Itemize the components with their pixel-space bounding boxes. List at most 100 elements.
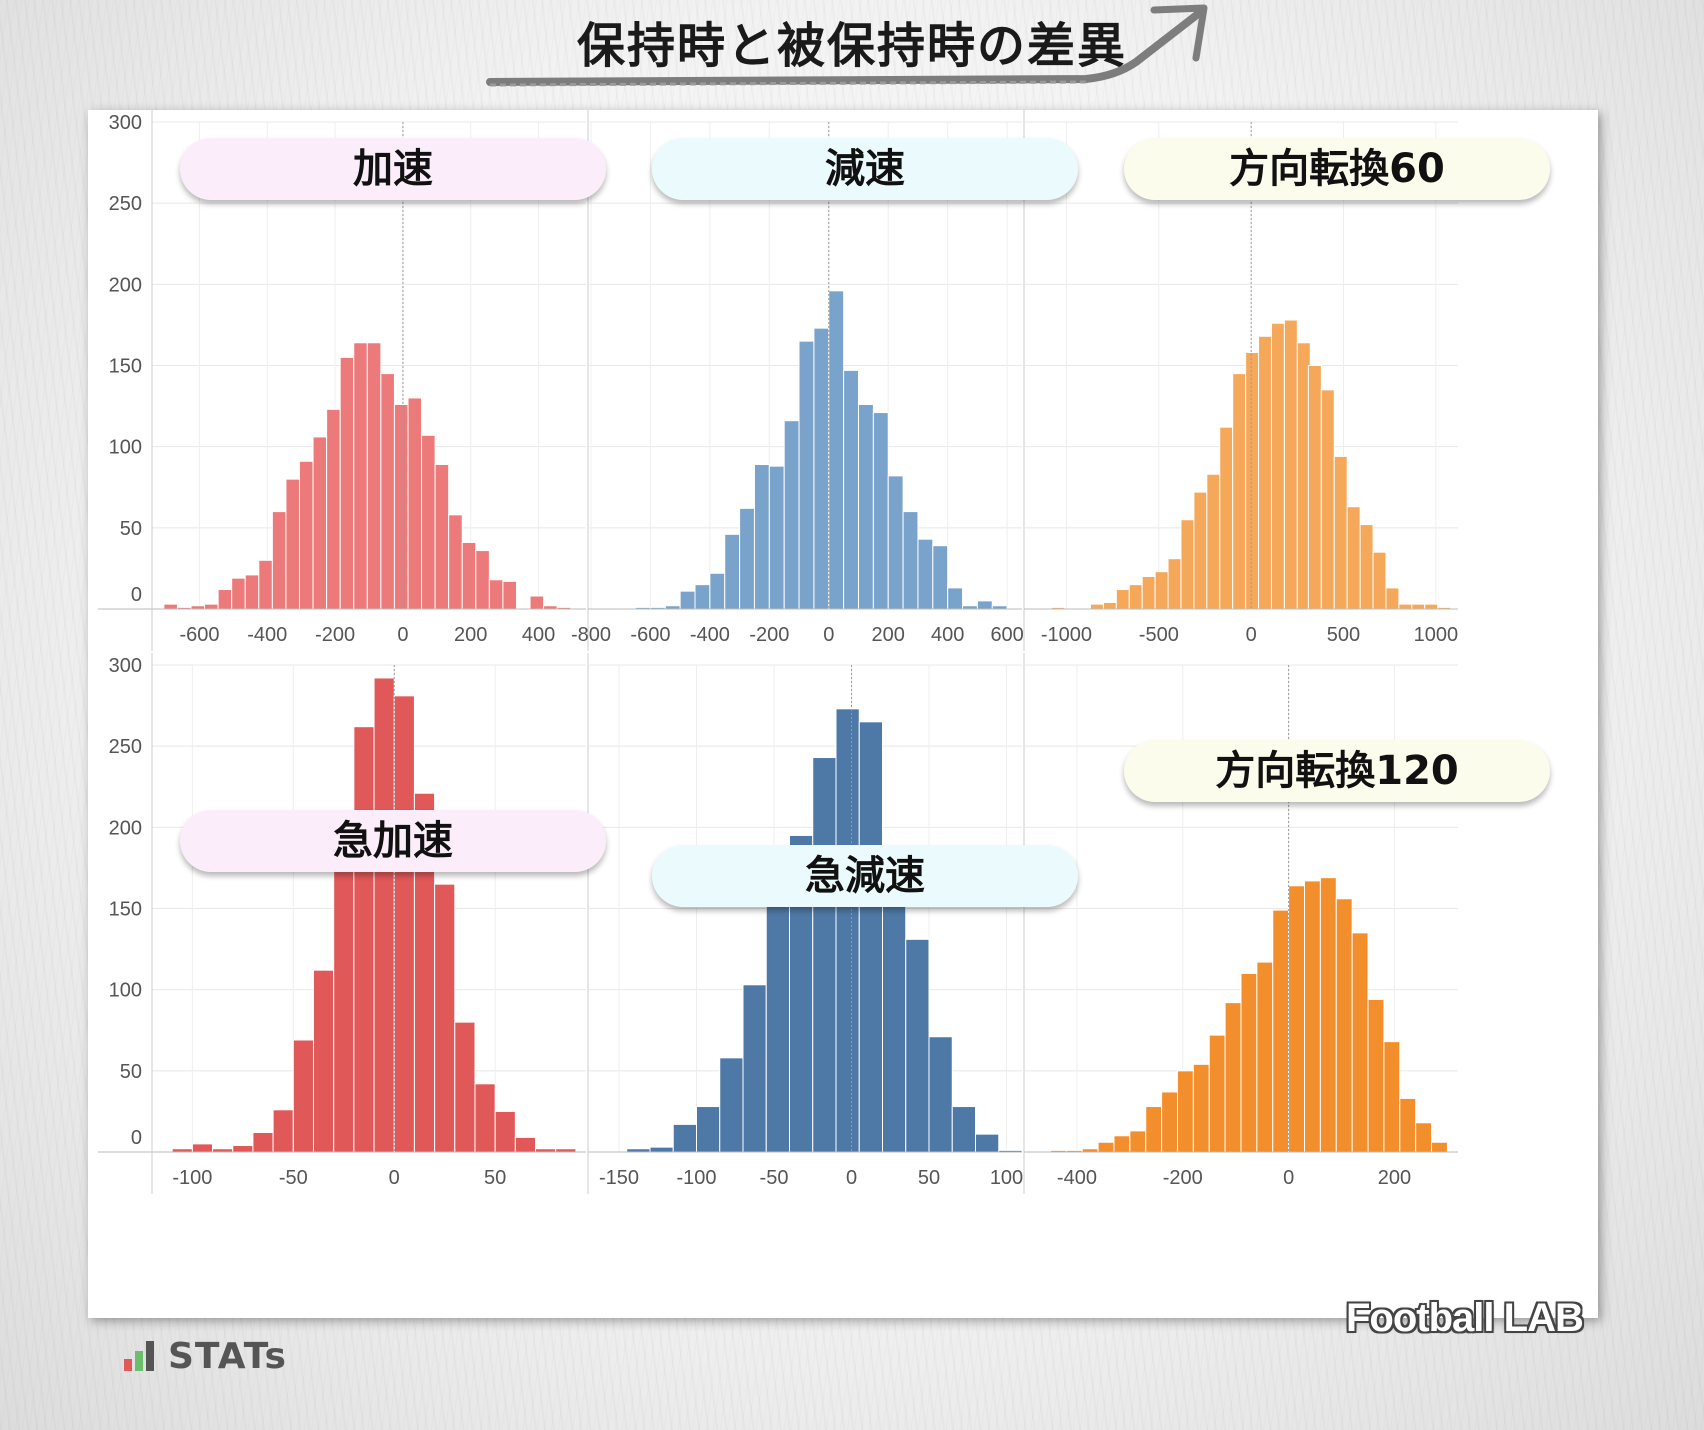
histogram-bar (1385, 587, 1400, 610)
x-tick-label: -400 (247, 624, 287, 646)
histogram-bar (768, 465, 785, 610)
histogram-bar (1128, 584, 1143, 610)
histogram-bar (739, 507, 755, 610)
histogram-bar (1288, 885, 1306, 1153)
histogram-bar (1176, 1070, 1194, 1153)
histogram-bar (1411, 603, 1426, 610)
histogram-bar (724, 533, 741, 610)
histogram-bar (1089, 603, 1104, 610)
x-tick-label: 400 (931, 624, 964, 646)
histogram-bar (902, 511, 919, 610)
histogram-bar (694, 584, 711, 610)
x-tick-label: -1000 (1041, 624, 1092, 646)
histogram-bar (1097, 1141, 1115, 1153)
histogram-bar (434, 883, 456, 1153)
histogram-bar (285, 478, 300, 610)
histogram-bar (928, 1036, 953, 1153)
x-tick-label: -400 (690, 624, 730, 646)
y-tick-label: 100 (109, 980, 142, 1002)
histogram-bar (1258, 335, 1272, 610)
histogram-bar (191, 1143, 214, 1153)
histogram-bar (1245, 352, 1260, 610)
histogram-bar (1283, 319, 1298, 610)
histogram-bar (742, 984, 767, 1153)
y-tick-label: 150 (109, 899, 142, 921)
x-tick-label: 400 (522, 624, 555, 646)
x-tick-label: -600 (179, 624, 219, 646)
y-tick-label: 200 (109, 817, 142, 839)
histogram-bar (1304, 880, 1321, 1153)
histogram-bar (333, 841, 355, 1153)
x-tick-label: 100 (990, 1167, 1023, 1189)
chart-label-acceleration: 加速 (180, 138, 606, 200)
histogram-bar (461, 541, 477, 610)
histogram-bar (1415, 1122, 1433, 1153)
histogram-bar (232, 1145, 254, 1153)
page-title: 保持時と被保持時の差異 (576, 18, 1127, 74)
histogram-bar (1141, 576, 1156, 610)
histogram-bar (1372, 551, 1387, 610)
y-tick-label: 300 (109, 655, 142, 677)
x-tick-label: 500 (1327, 624, 1360, 646)
histogram-bar (1102, 602, 1117, 610)
y-tick-label: 250 (109, 736, 142, 758)
histogram-bar (448, 514, 463, 610)
histogram-bar (258, 559, 273, 610)
histogram-bar (1113, 1135, 1131, 1153)
histogram-bar (231, 577, 246, 610)
y-tick-label: 250 (109, 193, 142, 215)
histogram-bar (1307, 365, 1322, 610)
histogram-bar (951, 1106, 976, 1153)
histogram-bar (272, 1109, 294, 1153)
x-tick-label: -600 (630, 624, 670, 646)
x-tick-label: 0 (1246, 624, 1257, 646)
x-tick-label: 50 (918, 1167, 940, 1189)
histogram-bar (1232, 373, 1247, 610)
histogram-bar (1333, 455, 1348, 610)
chart-label-direction-change-120: 方向転換120 (1124, 740, 1550, 802)
histogram-bar (454, 1021, 476, 1153)
histogram-bar (858, 721, 883, 1153)
football-lab-watermark: Football LAB (1346, 1296, 1584, 1340)
histogram-bar (719, 1057, 744, 1153)
histogram-bar (494, 1110, 516, 1153)
x-tick-label: 600 (990, 624, 1023, 646)
histogram-bar (1167, 558, 1182, 610)
histogram-bar (475, 550, 490, 610)
x-tick-label: 0 (823, 624, 834, 646)
histogram-bar (326, 408, 341, 610)
histogram-bar (976, 600, 993, 610)
histogram-bar (887, 475, 904, 610)
histogram-bar (905, 938, 930, 1153)
chart-label-deceleration: 減速 (652, 138, 1078, 200)
histogram-bar (353, 726, 375, 1153)
x-tick-label: -100 (676, 1167, 716, 1189)
x-tick-label: -400 (1057, 1167, 1097, 1189)
chart-label-sharp-deceleration: 急減速 (652, 845, 1078, 907)
histogram-bar (1193, 491, 1208, 610)
x-tick-label: -50 (279, 1167, 308, 1189)
histogram-bar (835, 708, 860, 1153)
x-tick-label: 200 (872, 624, 905, 646)
histogram-bar (1129, 1130, 1147, 1153)
histogram-bar (373, 677, 395, 1153)
histogram-bar (1346, 506, 1361, 610)
y-tick-label: 50 (120, 1061, 142, 1083)
chart-panel: -600 -400 -200 0 200 400 0 50 100 150 200 250 300 -80… (88, 110, 1598, 1318)
histogram-bar (271, 511, 287, 610)
x-tick-label: -200 (749, 624, 789, 646)
histogram-bar (163, 603, 178, 610)
y-tick-label: 100 (109, 437, 142, 459)
histogram-bar (434, 464, 450, 610)
histogram-bar (932, 545, 949, 610)
histogram-bar (1192, 1063, 1210, 1153)
histogram-bar (1219, 426, 1234, 610)
histogram-bar (1206, 473, 1221, 610)
histogram-bar (858, 403, 874, 610)
x-tick-label: -100 (172, 1167, 212, 1189)
histogram-bar (393, 695, 415, 1153)
histogram-bar (407, 397, 423, 610)
histogram-bar (252, 1132, 274, 1153)
chalk-arrow-icon (486, 4, 1208, 87)
histogram-bar (1145, 1106, 1163, 1153)
